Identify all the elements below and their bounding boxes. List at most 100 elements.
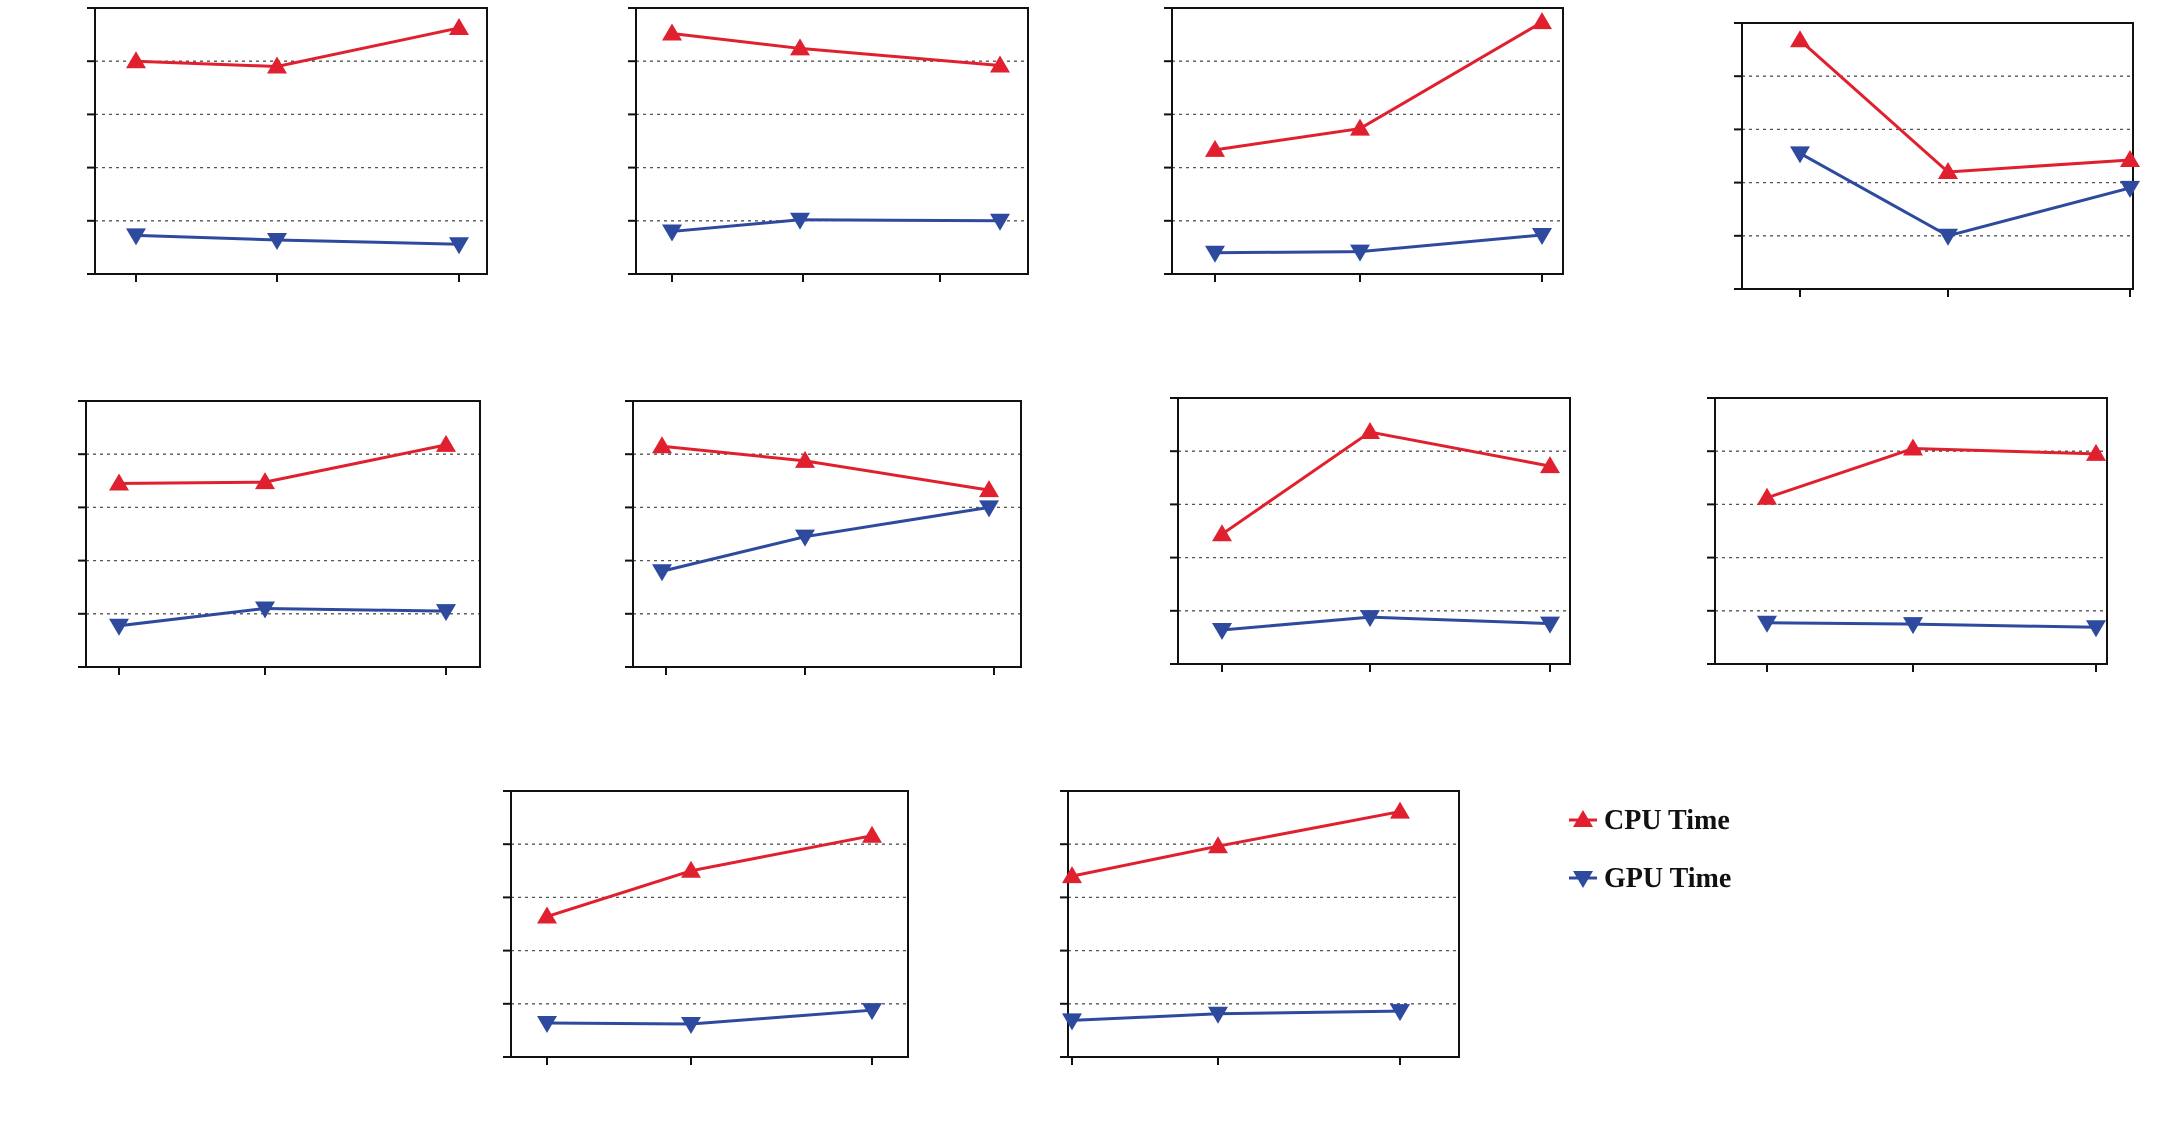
data-point-gpu bbox=[1938, 228, 1958, 246]
series-line-gpu bbox=[671, 218, 1001, 233]
data-point-gpu bbox=[990, 213, 1010, 231]
data-point-gpu bbox=[1532, 227, 1552, 245]
chart-panel-ip bbox=[78, 400, 481, 675]
series-line-gpu bbox=[1799, 152, 2131, 238]
legend: CPU Time GPU Time bbox=[1569, 805, 1731, 894]
data-point-cpu bbox=[1205, 139, 1225, 157]
data-point-cpu bbox=[1350, 118, 1370, 136]
chart-panel-ir bbox=[625, 400, 1022, 675]
data-point-gpu bbox=[862, 1003, 882, 1021]
legend-gpu-marker bbox=[1573, 871, 1593, 888]
data-point-cpu bbox=[662, 23, 682, 41]
data-point-cpu bbox=[537, 906, 557, 924]
plot-frame bbox=[510, 790, 909, 1058]
series-line-cpu bbox=[661, 444, 990, 492]
data-point-gpu bbox=[795, 529, 815, 547]
chart-panel-sn bbox=[1707, 397, 2108, 672]
data-point-gpu bbox=[2086, 620, 2106, 638]
data-point-gpu bbox=[1360, 610, 1380, 628]
series-line-gpu bbox=[546, 1008, 873, 1026]
data-point-cpu bbox=[449, 17, 469, 35]
data-point-cpu bbox=[436, 434, 456, 452]
data-point-cpu bbox=[1790, 30, 1810, 48]
series-line-gpu bbox=[118, 606, 447, 628]
data-point-cpu bbox=[255, 472, 275, 490]
series-line-gpu bbox=[1071, 1009, 1401, 1022]
data-point-gpu bbox=[652, 564, 672, 582]
data-point-gpu bbox=[2120, 180, 2140, 198]
data-point-cpu bbox=[790, 38, 810, 56]
data-point-cpu bbox=[1540, 456, 1560, 474]
data-point-cpu bbox=[1360, 422, 1380, 440]
series-line-gpu bbox=[1221, 615, 1551, 632]
chart-panel-ft bbox=[1164, 7, 1564, 282]
data-point-gpu bbox=[1062, 1013, 1082, 1031]
series-line-cpu bbox=[1799, 39, 2131, 174]
data-point-cpu bbox=[652, 436, 672, 454]
data-point-cpu bbox=[979, 480, 999, 498]
series-line-cpu bbox=[1214, 20, 1543, 152]
series-line-cpu bbox=[1221, 430, 1551, 536]
series-line-cpu bbox=[118, 443, 447, 485]
plot-frame bbox=[632, 400, 1022, 668]
series-line-cpu bbox=[546, 834, 873, 918]
data-point-gpu bbox=[979, 500, 999, 518]
plot-frame bbox=[1714, 397, 2108, 665]
data-point-gpu bbox=[1208, 1006, 1228, 1024]
data-point-cpu bbox=[1062, 866, 1082, 884]
legend-cpu-marker bbox=[1573, 810, 1593, 827]
legend-cpu-label: CPU Time bbox=[1604, 805, 1730, 836]
chart-panels bbox=[78, 7, 2140, 1065]
data-point-cpu bbox=[2086, 443, 2106, 461]
data-point-gpu bbox=[1212, 622, 1232, 640]
plot-frame bbox=[94, 7, 488, 275]
plot-frame bbox=[1171, 7, 1564, 275]
chart-panel-bi bbox=[87, 7, 488, 282]
data-point-gpu bbox=[1350, 244, 1370, 262]
data-point-cpu bbox=[1390, 801, 1410, 819]
data-point-cpu bbox=[1938, 161, 1958, 179]
data-point-gpu bbox=[790, 212, 810, 230]
data-point-cpu bbox=[1212, 524, 1232, 542]
data-point-gpu bbox=[126, 228, 146, 246]
data-point-gpu bbox=[662, 224, 682, 242]
chart-panel-ml bbox=[1170, 397, 1571, 672]
plot-frame bbox=[1177, 397, 1571, 665]
data-point-cpu bbox=[109, 473, 129, 491]
data-point-cpu bbox=[267, 56, 287, 74]
data-point-gpu bbox=[537, 1015, 557, 1033]
data-point-gpu bbox=[1790, 146, 1810, 164]
chart-panel-wi bbox=[1060, 790, 1460, 1065]
plot-frame bbox=[1067, 790, 1460, 1058]
data-point-gpu bbox=[1390, 1004, 1410, 1022]
data-point-cpu bbox=[1757, 487, 1777, 505]
data-point-gpu bbox=[436, 604, 456, 622]
data-point-gpu bbox=[255, 601, 275, 619]
data-point-cpu bbox=[126, 51, 146, 69]
series-line-gpu bbox=[1766, 621, 2097, 629]
data-point-gpu bbox=[1205, 245, 1225, 263]
series-line-gpu bbox=[135, 233, 460, 246]
data-point-gpu bbox=[109, 618, 129, 636]
data-point-gpu bbox=[267, 232, 287, 250]
data-point-gpu bbox=[1757, 615, 1777, 633]
data-point-cpu bbox=[1903, 438, 1923, 456]
data-point-cpu bbox=[2120, 149, 2140, 167]
data-point-cpu bbox=[1208, 836, 1228, 854]
data-point-cpu bbox=[795, 450, 815, 468]
data-point-cpu bbox=[862, 825, 882, 843]
plot-frame bbox=[635, 7, 1029, 275]
data-point-cpu bbox=[990, 55, 1010, 73]
data-point-gpu bbox=[449, 237, 469, 255]
data-point-gpu bbox=[1903, 617, 1923, 635]
chart-panel-gl bbox=[1734, 22, 2140, 297]
data-point-gpu bbox=[681, 1017, 701, 1035]
plot-frame bbox=[85, 400, 481, 668]
data-point-cpu bbox=[681, 860, 701, 878]
legend-gpu-label: GPU Time bbox=[1604, 863, 1731, 894]
series-line-cpu bbox=[1766, 447, 2097, 500]
series-line-gpu bbox=[661, 505, 990, 573]
chart-panel-dr bbox=[628, 7, 1029, 282]
series-line-gpu bbox=[1214, 233, 1543, 255]
